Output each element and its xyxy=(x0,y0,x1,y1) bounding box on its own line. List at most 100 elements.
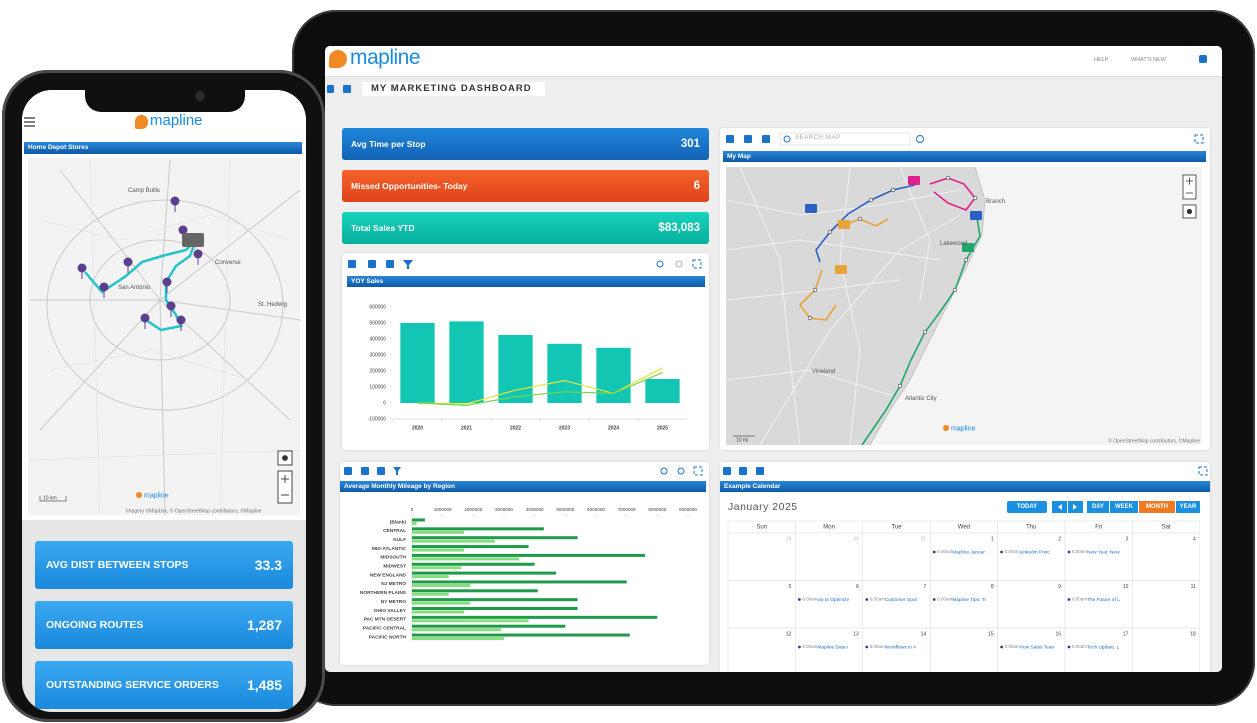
event-title[interactable]: LinkedIn Post: xyxy=(1020,549,1050,555)
day-cell[interactable] xyxy=(727,627,796,672)
event-title[interactable]: Mapline Tips: Tr xyxy=(952,597,986,603)
y-tick-label: NEW ENGLAND xyxy=(370,572,407,578)
y-tick-label: PAC MTN DESERT xyxy=(364,617,406,623)
event-title[interactable]: Tech Update: L xyxy=(1087,644,1120,650)
y-tick-label: NJ METRO xyxy=(381,581,406,587)
day-cell[interactable] xyxy=(997,580,1066,629)
nav-item[interactable]: WHAT'S NEW xyxy=(1131,57,1166,63)
weekday-label: Sun xyxy=(756,525,767,531)
arrow-icon xyxy=(1073,504,1077,510)
view-button[interactable]: YEAR xyxy=(1176,501,1200,513)
y-tick-label: MIDWEST xyxy=(383,564,406,570)
day-cell[interactable] xyxy=(862,627,931,672)
zoom-controls[interactable] xyxy=(1182,174,1197,219)
logo-icon xyxy=(329,50,347,68)
day-cell[interactable] xyxy=(1064,532,1133,581)
day-cell[interactable] xyxy=(1132,580,1201,629)
day-cell[interactable] xyxy=(929,532,998,581)
event-time: 6:00am xyxy=(870,597,885,602)
x-tick-label: 2022 xyxy=(510,425,521,431)
day-number: 3 xyxy=(1126,536,1129,542)
event-title[interactable]: Workflows in A xyxy=(885,644,917,650)
day-number: 14 xyxy=(921,631,927,637)
event-title[interactable]: Customer Spot xyxy=(885,597,918,603)
day-cell[interactable] xyxy=(997,532,1066,581)
bar xyxy=(412,637,504,641)
y-tick-label: GULF xyxy=(393,537,406,543)
day-cell[interactable] xyxy=(862,580,931,629)
day-cell[interactable] xyxy=(1064,627,1133,672)
day-number: 29 xyxy=(786,536,792,542)
event-dot xyxy=(932,550,936,554)
side-icon[interactable] xyxy=(343,85,351,93)
panel-header: Average Monthly Mileage by Region xyxy=(340,481,706,492)
kpi-tile[interactable]: ONGOING ROUTES 1,287 xyxy=(35,601,293,649)
bar xyxy=(412,522,417,525)
day-cell[interactable] xyxy=(795,627,864,672)
view-button[interactable]: DAY xyxy=(1087,501,1109,513)
map-label: Camp Bullis xyxy=(128,188,160,194)
zoom-controls[interactable] xyxy=(277,450,293,504)
y-tick-label: 600000 xyxy=(369,304,386,310)
weekday-label: Sat xyxy=(1162,525,1171,531)
kpi-tile[interactable]: Total Sales YTD $83,083 xyxy=(342,212,709,244)
y-tick-label: 0 xyxy=(383,400,386,406)
side-icon[interactable] xyxy=(327,85,334,93)
kpi-tile[interactable]: AVG DIST BETWEEN STOPS 33.3 xyxy=(35,541,293,589)
x-tick-label: 2023 xyxy=(559,425,570,431)
day-cell[interactable] xyxy=(929,580,998,629)
event-title[interactable]: ow to Optimize xyxy=(817,597,849,603)
bar xyxy=(412,566,462,570)
view-button[interactable]: MONTH xyxy=(1139,501,1175,513)
day-cell[interactable] xyxy=(1132,627,1201,672)
scale-bar xyxy=(39,496,67,502)
kpi-tile[interactable]: Missed Opportunities- Today 6 xyxy=(342,170,709,202)
day-cell[interactable] xyxy=(929,627,998,672)
line-series xyxy=(417,372,663,407)
day-cell[interactable] xyxy=(1132,532,1201,581)
event-title[interactable]: How Sales Tean xyxy=(1020,644,1055,650)
kpi-label: ONGOING ROUTES xyxy=(46,619,144,631)
user-icon[interactable] xyxy=(1199,55,1207,63)
kpi-label: AVG DIST BETWEEN STOPS xyxy=(46,559,189,571)
weekday-label: Wed xyxy=(958,525,970,531)
map-label: Atlantic City xyxy=(905,396,937,402)
weekday-label: Tue xyxy=(891,525,902,531)
map-attribution: © OpenStreetMap contributors, ©Mapline xyxy=(1108,437,1200,444)
kpi-tile[interactable]: Avg Time per Stop 301 xyxy=(342,128,709,160)
line-series xyxy=(417,367,663,405)
event-title[interactable]: The Future of L xyxy=(1087,597,1120,603)
kpi-label: Avg Time per Stop xyxy=(351,139,426,149)
event-dot xyxy=(798,645,801,649)
truck-icon xyxy=(182,233,204,247)
tablet-content: mapline HELP WHAT'S NEW MY MARKETING DAS… xyxy=(325,46,1222,672)
event-title[interactable]: New Year, New xyxy=(1087,549,1120,555)
day-cell[interactable] xyxy=(795,580,864,629)
x-tick-label: 2024 xyxy=(608,425,619,431)
logo-icon xyxy=(135,115,148,129)
search-map[interactable]: SEARCH MAP xyxy=(795,135,841,141)
watermark-icon xyxy=(943,425,949,431)
view-button[interactable]: WEEK xyxy=(1110,501,1138,513)
tablet-graphics: Branch Lakewood Vineland Atlantic City 1… xyxy=(344,132,1208,672)
x-tick-label: 2020 xyxy=(412,425,423,431)
map-label: San Antonio xyxy=(118,285,151,291)
day-cell[interactable] xyxy=(1064,580,1133,629)
nav-item[interactable]: HELP xyxy=(1094,57,1109,63)
x-tick-label: 6000000 xyxy=(587,507,605,512)
event-time: 6:00am xyxy=(1005,644,1020,649)
today-button[interactable]: TODAY xyxy=(1007,501,1047,513)
day-number: 31 xyxy=(921,536,927,542)
bar xyxy=(449,321,484,403)
event-title[interactable]: Mapline Januar xyxy=(952,549,985,555)
menu-icon[interactable] xyxy=(24,117,35,127)
event-title[interactable]: Mapline Data I xyxy=(817,644,848,650)
bar xyxy=(596,347,631,403)
event-time: 6:00am xyxy=(870,644,885,649)
map-label: Converse xyxy=(215,260,241,266)
kpi-tile[interactable]: OUTSTANDING SERVICE ORDERS 1,485 xyxy=(35,661,293,709)
bar xyxy=(412,607,578,610)
kpi-label: Missed Opportunities- Today xyxy=(351,181,468,191)
day-cell[interactable] xyxy=(795,532,864,581)
day-cell[interactable] xyxy=(727,580,796,629)
